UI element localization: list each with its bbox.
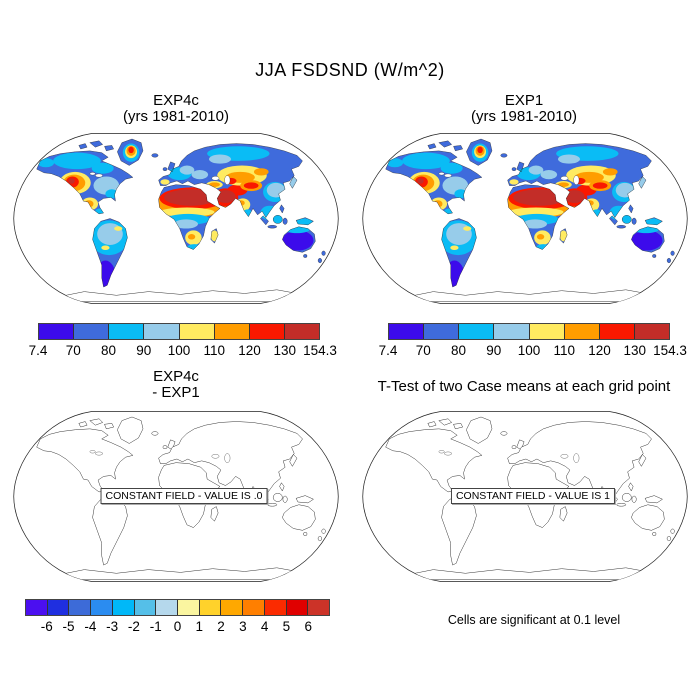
colorbar-tick-label: 5	[282, 619, 291, 634]
colorbar-cell	[424, 324, 460, 339]
colorbar-cell	[26, 600, 48, 615]
colorbar-tick-label: -4	[84, 619, 97, 634]
colorbar-cell	[389, 324, 425, 339]
map-exp1	[360, 128, 690, 309]
panel-title-diff-line1: EXP4c	[153, 368, 199, 385]
colorbar-tick-label: 130	[273, 343, 297, 358]
colorbar-tick-label: 120	[238, 343, 261, 358]
colorbar-tick-label: -5	[62, 619, 75, 634]
colorbar-tick-label: 120	[588, 343, 611, 358]
colorbar-tick-label: 130	[623, 343, 647, 358]
colorbar-exp4c: 7.4 70 80 90 100 110 120 130 154.3	[29, 323, 337, 359]
colorbar-tick-label: 110	[553, 343, 576, 358]
colorbar-cell	[459, 324, 495, 339]
colorbar-tick-label: 6	[304, 619, 312, 634]
colorbar-exp1: 7.4 70 80 90 100 110 120 130 154.3	[379, 323, 687, 359]
colorbar-cell	[112, 600, 135, 615]
panel-title-ttest: T-Test of two Case means at each grid po…	[377, 378, 671, 395]
panel-title-diff-line2: - EXP1	[152, 384, 200, 401]
colorbar-cell	[564, 324, 600, 339]
colorbar-cell	[178, 600, 200, 615]
colorbar-tick-label: 154.3	[303, 343, 337, 358]
panel-title-diff: EXP4c - EXP1	[10, 369, 342, 401]
colorbar-tick-label: 90	[486, 343, 502, 358]
colorbar-tick-label: 110	[203, 343, 226, 358]
colorbar-cell	[249, 324, 285, 339]
colorbar-tick-label: 7.4	[378, 343, 398, 358]
colorbar-cell	[199, 600, 222, 615]
constant-field-label-diff: CONSTANT FIELD - VALUE IS .0	[100, 488, 268, 504]
colorbar-cell	[214, 324, 250, 339]
colorbar-tick-label: -3	[106, 619, 119, 634]
figure-title: JJA FSDSND (W/m^2)	[255, 60, 445, 80]
colorbar-tick-label: 100	[167, 343, 191, 358]
colorbar-tick-label: -6	[40, 619, 53, 634]
colorbar-cell	[69, 600, 92, 615]
colorbar-cell	[47, 600, 70, 615]
colorbar-cell	[284, 324, 319, 339]
panel-title-exp4c-line1: EXP4c	[153, 92, 199, 109]
colorbar-tick-label: -1	[149, 619, 162, 634]
colorbar-tick-label: 80	[450, 343, 467, 358]
colorbar-tick-label: 70	[65, 343, 81, 358]
colorbar-cell	[74, 324, 110, 339]
panel-title-exp1-line2: (yrs 1981-2010)	[471, 108, 577, 125]
colorbar-tick-label: 70	[415, 343, 431, 358]
colorbar-tick-label: 1	[195, 619, 204, 634]
colorbar-diff: -6 -5 -4 -3 -2 -1 0 1 2 3 4 5 6	[25, 599, 330, 635]
colorbar-cell	[286, 600, 309, 615]
colorbar-tick-label: 0	[173, 619, 182, 634]
significance-footnote: Cells are significant at 0.1 level	[447, 613, 621, 627]
constant-field-label-ttest: CONSTANT FIELD - VALUE IS 1	[450, 488, 616, 504]
colorbar-cell	[529, 324, 565, 339]
colorbar-tick-label: 4	[260, 619, 269, 634]
colorbar-cell	[156, 600, 179, 615]
colorbar-cell	[243, 600, 265, 615]
colorbar-tick-label: -2	[127, 619, 140, 634]
colorbar-cell	[91, 600, 113, 615]
colorbar-cell	[308, 600, 330, 615]
colorbar-cell	[264, 600, 287, 615]
panel-title-exp1-line1: EXP1	[504, 92, 544, 109]
colorbar-cell	[144, 324, 180, 339]
colorbar-cell	[179, 324, 215, 339]
colorbar-tick-label: 7.4	[28, 343, 48, 358]
map-exp4c	[11, 128, 341, 309]
colorbar-cell	[599, 324, 635, 339]
panel-title-exp1: EXP1 (yrs 1981-2010)	[358, 93, 690, 125]
colorbar-tick-label: 154.3	[653, 343, 687, 358]
colorbar-cell	[134, 600, 157, 615]
panel-title-exp4c-line2: (yrs 1981-2010)	[123, 108, 229, 125]
colorbar-tick-label: 3	[239, 619, 247, 634]
colorbar-cell	[634, 324, 669, 339]
colorbar-cell	[39, 324, 75, 339]
colorbar-tick-label: 90	[136, 343, 152, 358]
colorbar-cell	[109, 324, 145, 339]
colorbar-cell	[221, 600, 244, 615]
panel-title-exp4c: EXP4c (yrs 1981-2010)	[10, 93, 342, 125]
colorbar-cell	[494, 324, 530, 339]
colorbar-tick-label: 100	[517, 343, 541, 358]
colorbar-tick-label: 2	[217, 619, 225, 634]
colorbar-tick-label: 80	[100, 343, 117, 358]
